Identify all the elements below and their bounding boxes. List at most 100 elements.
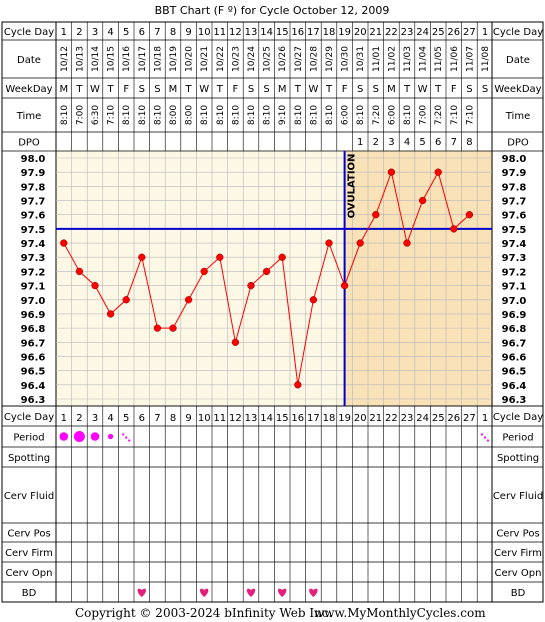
cycle-day-number: 10 xyxy=(198,27,211,38)
date-label: 10/14 xyxy=(91,46,101,72)
date-label: 10/24 xyxy=(247,46,257,72)
y-tick-label-right: 97.5 xyxy=(502,225,527,236)
date-label: 10/29 xyxy=(325,46,335,72)
cycle-day-number-bottom: 27 xyxy=(463,413,476,424)
dpo-number: 3 xyxy=(388,137,394,148)
chart-title: BBT Chart (F º) for Cycle October 12, 20… xyxy=(155,4,390,17)
cycle-day-number: 17 xyxy=(307,27,320,38)
cycle-day-number: 16 xyxy=(291,27,304,38)
y-tick-label: 96.9 xyxy=(21,310,46,321)
cycle-day-number: 21 xyxy=(369,27,382,38)
time-label: 8:10 xyxy=(356,105,366,125)
time-label: 8:10 xyxy=(247,105,257,125)
y-tick-label: 97.7 xyxy=(21,197,46,208)
row-label-bd: BD xyxy=(22,588,37,599)
time-label: 7:00 xyxy=(419,105,429,125)
footer-site-link[interactable]: www.MyMonthlyCycles.com xyxy=(314,606,486,620)
time-label: 8:10 xyxy=(403,105,413,125)
cycle-day-number: 7 xyxy=(154,27,160,38)
row-label-period: Period xyxy=(13,433,44,444)
time-label: 8:10 xyxy=(122,105,132,125)
date-label: 10/18 xyxy=(153,46,163,72)
cycle-day-number: 26 xyxy=(447,27,460,38)
cycle-day-number: 1 xyxy=(482,27,488,38)
cycle-day-number-bottom: 8 xyxy=(170,413,176,424)
y-tick-label-right: 97.4 xyxy=(502,239,527,250)
cycle-day-number-bottom: 22 xyxy=(385,413,398,424)
period-spotting-dot xyxy=(125,436,128,439)
y-tick-label-right: 97.2 xyxy=(502,267,527,278)
time-label: 7:00 xyxy=(75,105,85,125)
cycle-day-number-bottom: 24 xyxy=(416,413,429,424)
cycle-day-number-bottom: 21 xyxy=(369,413,382,424)
temperature-point xyxy=(434,168,442,176)
date-label: 10/16 xyxy=(122,46,132,72)
cycle-day-number: 2 xyxy=(76,27,82,38)
row-label-cerv_firm-right: Cerv Firm xyxy=(494,548,542,559)
row-label-period-right: Period xyxy=(502,433,533,444)
time-label: 7:10 xyxy=(107,105,117,125)
row-label-dpo-right: DPO xyxy=(507,138,529,149)
y-tick-label-right: 98.0 xyxy=(502,154,527,165)
chart-background xyxy=(56,151,493,406)
cycle-day-number: 6 xyxy=(139,27,145,38)
weekday-label: S xyxy=(263,84,269,95)
temperature-point xyxy=(387,168,396,176)
time-label: 7:10 xyxy=(465,105,475,125)
y-tick-label-right: 97.9 xyxy=(502,168,527,179)
date-label: 10/12 xyxy=(60,46,70,72)
date-label: 11/05 xyxy=(434,46,444,72)
bd-heart-icon xyxy=(200,588,209,597)
time-label: 9:10 xyxy=(278,105,288,125)
cycle-day-number-bottom: 19 xyxy=(338,413,351,424)
temperature-point xyxy=(340,281,349,290)
bd-heart-icon xyxy=(309,588,318,597)
period-marker xyxy=(73,431,85,442)
y-tick-label-right: 96.4 xyxy=(502,381,527,392)
date-label: 10/27 xyxy=(294,46,304,72)
y-tick-label-right: 96.3 xyxy=(502,395,527,406)
temperature-point xyxy=(356,239,364,247)
y-tick-label: 97.3 xyxy=(21,253,46,264)
date-label: 11/01 xyxy=(372,46,382,72)
row-label-time: Time xyxy=(16,111,41,122)
cycle-day-number: 8 xyxy=(170,27,176,38)
cycle-day-number: 14 xyxy=(260,27,273,38)
y-tick-label-right: 97.7 xyxy=(502,197,527,208)
temperature-point xyxy=(325,239,333,247)
cycle-day-number: 3 xyxy=(92,27,98,38)
row-label-cerv_pos-right: Cerv Pos xyxy=(496,529,539,540)
cycle-day-number-bottom: 12 xyxy=(229,413,242,424)
row-label-cerv_fluid: Cerv Fluid xyxy=(4,491,54,502)
weekday-label: M xyxy=(59,84,68,95)
y-tick-label: 96.7 xyxy=(21,338,46,349)
weekday-label: S xyxy=(357,84,363,95)
period-spotting-dot xyxy=(480,433,484,436)
dpo-number: 6 xyxy=(435,137,441,148)
weekday-label: F xyxy=(233,84,239,95)
cycle-day-number-bottom: 10 xyxy=(198,413,211,424)
date-label: 11/06 xyxy=(450,46,460,72)
cycle-day-number-bottom: 3 xyxy=(92,413,98,424)
row-label-date: Date xyxy=(17,55,41,66)
y-tick-label-right: 97.3 xyxy=(502,253,527,264)
y-tick-label-right: 96.7 xyxy=(502,338,527,349)
cycle-day-number: 1 xyxy=(61,27,67,38)
row-label-cerv_opn: Cerv Opn xyxy=(6,568,53,579)
row-label-dpo: DPO xyxy=(18,138,40,149)
date-label: 10/17 xyxy=(138,46,148,72)
period-marker xyxy=(59,432,69,441)
weekday-label: S xyxy=(466,84,472,95)
time-label: 8:00 xyxy=(185,105,195,125)
cycle-day-number-bottom: 7 xyxy=(154,413,160,424)
cycle-day-number-bottom: 23 xyxy=(401,413,414,424)
temperature-point xyxy=(91,281,99,290)
time-label: 6:00 xyxy=(341,105,351,125)
row-label-weekday: WeekDay xyxy=(5,84,52,95)
dpo-number: 8 xyxy=(466,137,472,148)
y-tick-label: 96.5 xyxy=(21,367,46,378)
time-label: 7:10 xyxy=(450,105,460,125)
weekday-label: W xyxy=(90,84,100,95)
time-label: 8:10 xyxy=(138,105,148,125)
cycle-day-number-bottom: 25 xyxy=(432,413,445,424)
